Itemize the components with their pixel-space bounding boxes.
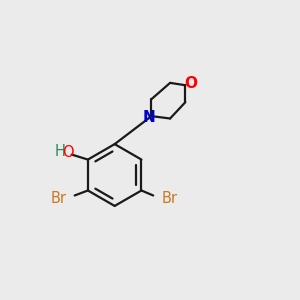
Text: O: O bbox=[62, 145, 74, 160]
Text: O: O bbox=[184, 76, 197, 91]
Text: Br: Br bbox=[161, 191, 177, 206]
Text: H: H bbox=[55, 144, 66, 159]
Text: Br: Br bbox=[51, 191, 67, 206]
Text: N: N bbox=[143, 110, 155, 125]
